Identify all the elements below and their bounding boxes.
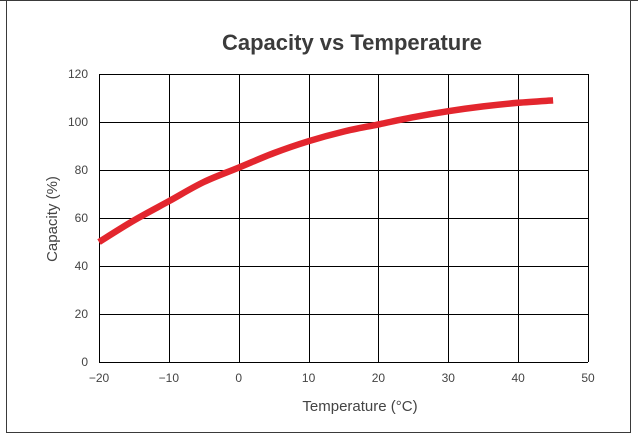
y-tick-label: 60 [75,211,89,225]
x-tick-label: −10 [159,371,180,385]
x-tick-label: −20 [89,371,110,385]
x-tick-label: 50 [581,371,595,385]
chart-title: Capacity vs Temperature [222,30,482,55]
y-tick-label: 40 [75,259,89,273]
y-tick-label: 120 [68,67,88,81]
y-tick-label: 100 [68,115,88,129]
grid-layer [99,74,589,363]
x-tick-label: 0 [235,371,242,385]
x-tick-label: 40 [511,371,525,385]
x-tick-label: 10 [302,371,316,385]
series-layer [97,97,554,245]
y-tick-label: 20 [75,307,89,321]
frame-top-border [0,0,638,1]
capacity-series-line [97,97,554,245]
frame-bottom-border [6,432,631,433]
tick-label-layer: −20 −10 0 10 20 30 40 50 0 20 40 60 80 100 120 [68,67,595,385]
x-tick-label: 20 [372,371,386,385]
frame-right-border [630,0,631,433]
y-axis-label: Capacity (%) [44,176,61,262]
x-tick-label: 30 [442,371,456,385]
y-tick-label: 80 [75,163,89,177]
x-axis-label: Temperature (°C) [302,398,417,415]
y-tick-label: 0 [81,355,88,369]
frame-left-border [6,0,7,433]
